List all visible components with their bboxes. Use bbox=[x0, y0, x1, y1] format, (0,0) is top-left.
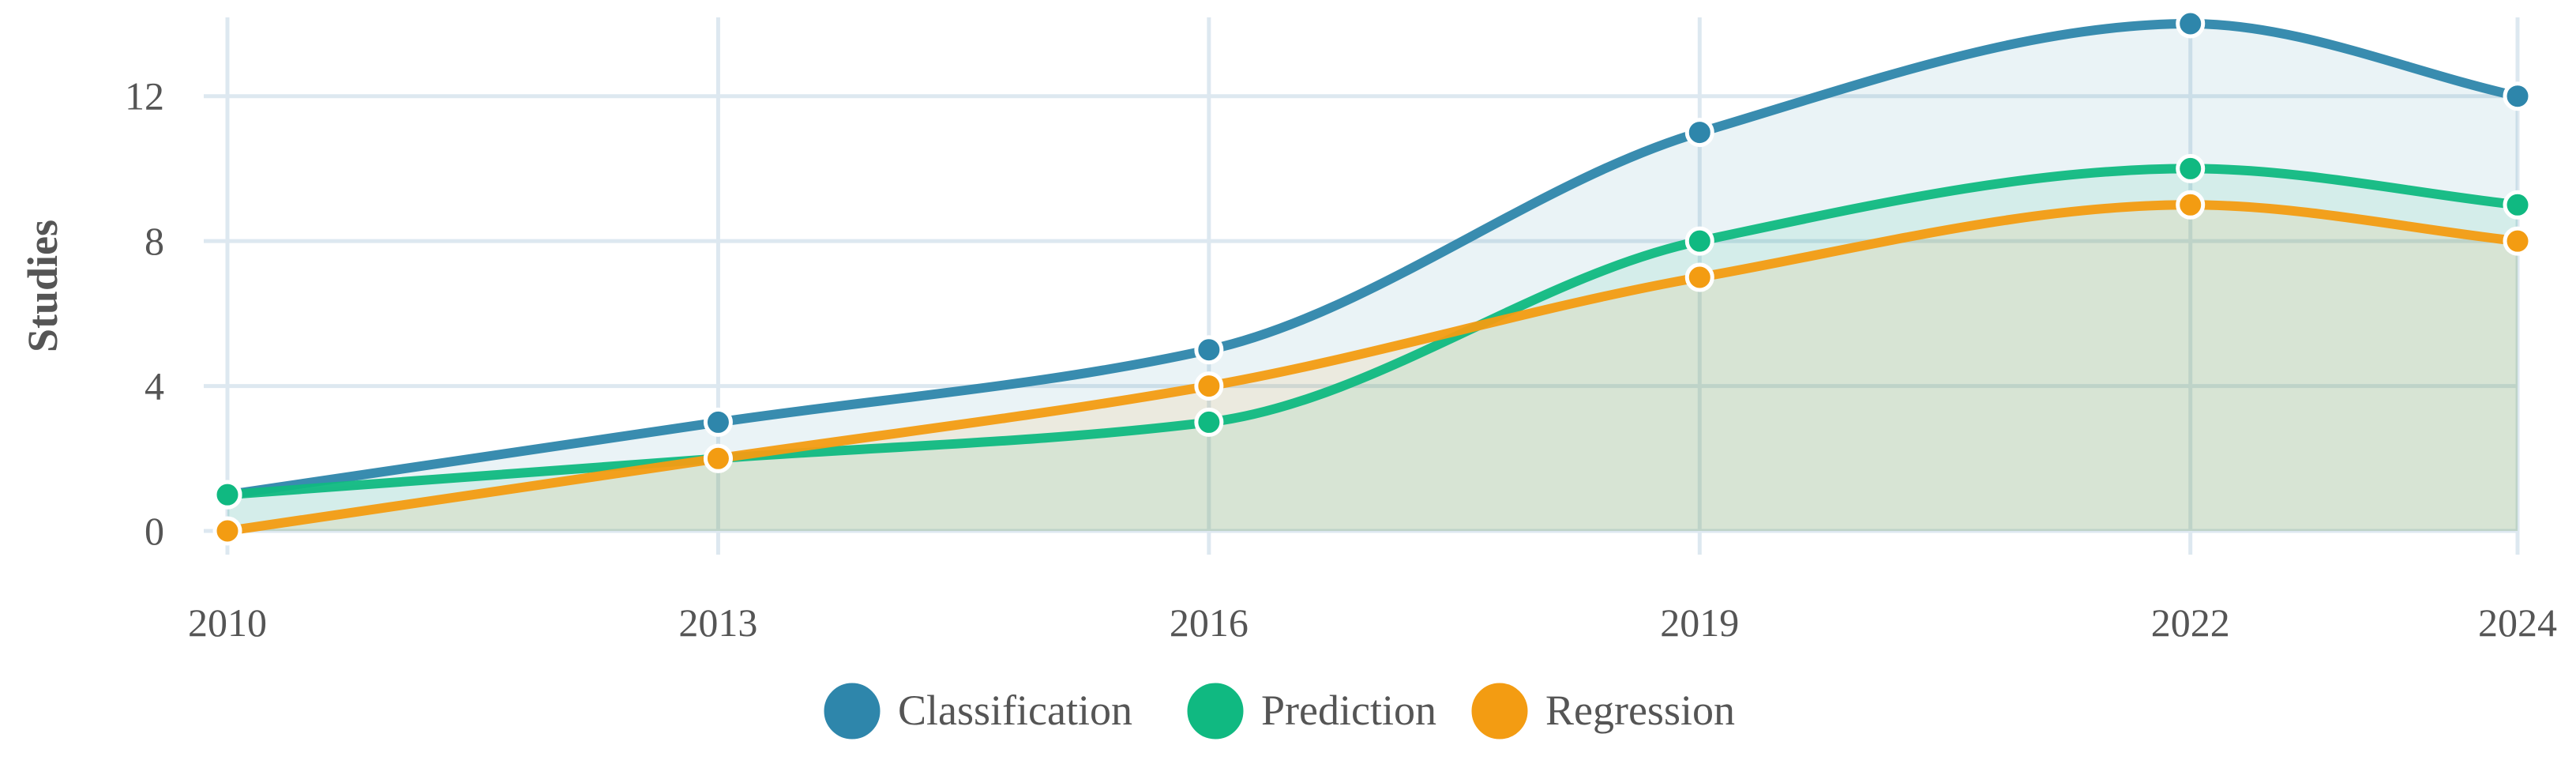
series-area-1 bbox=[227, 168, 2518, 531]
legend-swatch bbox=[1183, 679, 1248, 743]
data-point bbox=[2176, 9, 2206, 39]
legend-label: Regression bbox=[1545, 687, 1735, 734]
data-point bbox=[2503, 81, 2533, 111]
grid bbox=[204, 17, 2520, 555]
data-point bbox=[1684, 118, 1714, 148]
data-point bbox=[703, 407, 733, 437]
legend-swatch bbox=[820, 679, 884, 743]
x-tick-label: 2016 bbox=[1170, 600, 1249, 645]
data-point bbox=[1194, 371, 1224, 401]
legend-label: Classification bbox=[898, 687, 1132, 734]
data-point bbox=[212, 516, 242, 546]
legend-swatch bbox=[1467, 679, 1532, 743]
y-tick-label: 8 bbox=[145, 219, 164, 263]
x-tick-label: 2010 bbox=[188, 600, 267, 645]
series-areas bbox=[227, 24, 2518, 531]
data-point bbox=[1684, 226, 1714, 256]
y-tick-label: 4 bbox=[145, 364, 164, 408]
legend: Classification Prediction Regression bbox=[820, 679, 1735, 743]
data-point bbox=[1684, 262, 1714, 292]
data-point bbox=[1194, 335, 1224, 365]
data-point bbox=[1194, 407, 1224, 437]
x-tick-label: 2024 bbox=[2478, 600, 2557, 645]
data-point bbox=[2176, 190, 2206, 220]
data-point bbox=[2503, 190, 2533, 220]
data-point bbox=[703, 443, 733, 473]
y-tick-label: 12 bbox=[125, 74, 164, 119]
y-axis-title: Studies bbox=[19, 220, 66, 352]
data-point bbox=[212, 480, 242, 510]
series-points bbox=[212, 9, 2533, 546]
data-point bbox=[2176, 153, 2206, 183]
data-point bbox=[2503, 226, 2533, 256]
series-area-0 bbox=[227, 24, 2518, 531]
axes: Studies 0 4 8 12 2010 2013 2016 2019 2022 2024 bbox=[19, 74, 2557, 645]
x-tick-label: 2022 bbox=[2151, 600, 2230, 645]
y-tick-label: 0 bbox=[145, 509, 164, 553]
legend-label: Prediction bbox=[1261, 687, 1436, 734]
x-tick-label: 2019 bbox=[1660, 600, 1739, 645]
x-tick-label: 2013 bbox=[678, 600, 757, 645]
